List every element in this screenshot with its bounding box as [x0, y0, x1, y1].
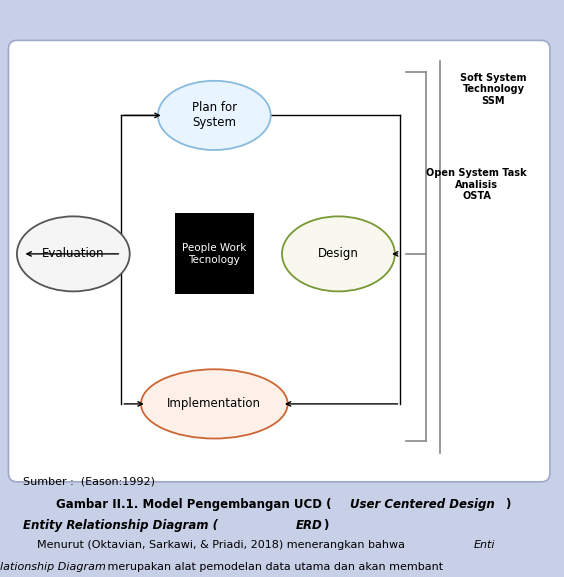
FancyBboxPatch shape	[8, 40, 550, 482]
Text: Entity Relationship Diagram (: Entity Relationship Diagram (	[23, 519, 218, 531]
Text: Gambar II.1. Model Pengembangan UCD (: Gambar II.1. Model Pengembangan UCD (	[56, 499, 332, 511]
Text: lationship Diagram: lationship Diagram	[0, 561, 106, 572]
Ellipse shape	[17, 216, 130, 291]
Text: Menurut (Oktavian, Sarkawi, & Priadi, 2018) menerangkan bahwa: Menurut (Oktavian, Sarkawi, & Priadi, 20…	[23, 540, 408, 550]
Text: Implementation: Implementation	[168, 398, 261, 410]
Text: merupakan alat pemodelan data utama dan akan membant: merupakan alat pemodelan data utama dan …	[104, 561, 443, 572]
Text: Enti: Enti	[474, 540, 495, 550]
Bar	[175, 213, 254, 294]
Ellipse shape	[141, 369, 288, 439]
Text: Design: Design	[318, 248, 359, 260]
Text: ERD: ERD	[296, 519, 323, 531]
Ellipse shape	[282, 216, 395, 291]
Text: User Centered Design: User Centered Design	[350, 499, 495, 511]
Ellipse shape	[158, 81, 271, 150]
Text: Plan for
System: Plan for System	[192, 102, 237, 129]
Text: Open System Task
Analisis
OSTA: Open System Task Analisis OSTA	[426, 168, 527, 201]
Text: Sumber :  (Eason:1992): Sumber : (Eason:1992)	[23, 477, 155, 487]
Text: ): )	[323, 519, 328, 531]
Text: Evaluation: Evaluation	[42, 248, 104, 260]
Text: ): )	[505, 499, 510, 511]
Text: Soft System
Technology
SSM: Soft System Technology SSM	[460, 73, 527, 106]
Text: People Work
Tecnology: People Work Tecnology	[182, 243, 246, 265]
